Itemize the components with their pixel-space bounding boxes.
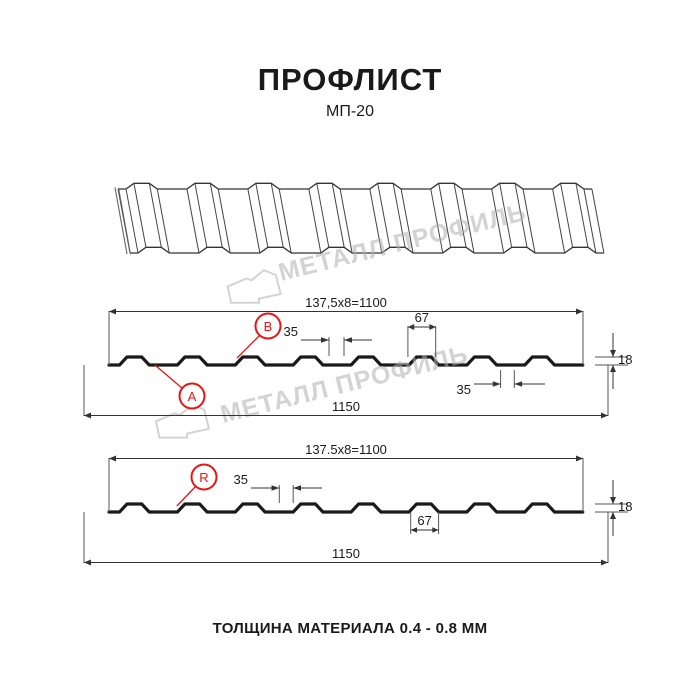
svg-text:1150: 1150 [332, 399, 360, 414]
svg-text:137,5x8=1100: 137,5x8=1100 [305, 295, 387, 310]
svg-text:67: 67 [415, 310, 429, 325]
svg-text:35: 35 [234, 472, 248, 487]
svg-text:35: 35 [457, 382, 471, 397]
svg-text:1150: 1150 [332, 546, 360, 561]
svg-text:67: 67 [417, 513, 431, 528]
svg-text:МЕТАЛЛ ПРОФИЛЬ: МЕТАЛЛ ПРОФИЛЬ [276, 198, 529, 287]
svg-text:B: B [264, 319, 273, 334]
svg-text:R: R [199, 470, 208, 485]
svg-text:18: 18 [618, 352, 632, 367]
svg-text:137.5x8=1100: 137.5x8=1100 [305, 442, 387, 457]
svg-text:18: 18 [618, 499, 632, 514]
svg-text:A: A [188, 389, 197, 404]
svg-text:35: 35 [284, 324, 298, 339]
